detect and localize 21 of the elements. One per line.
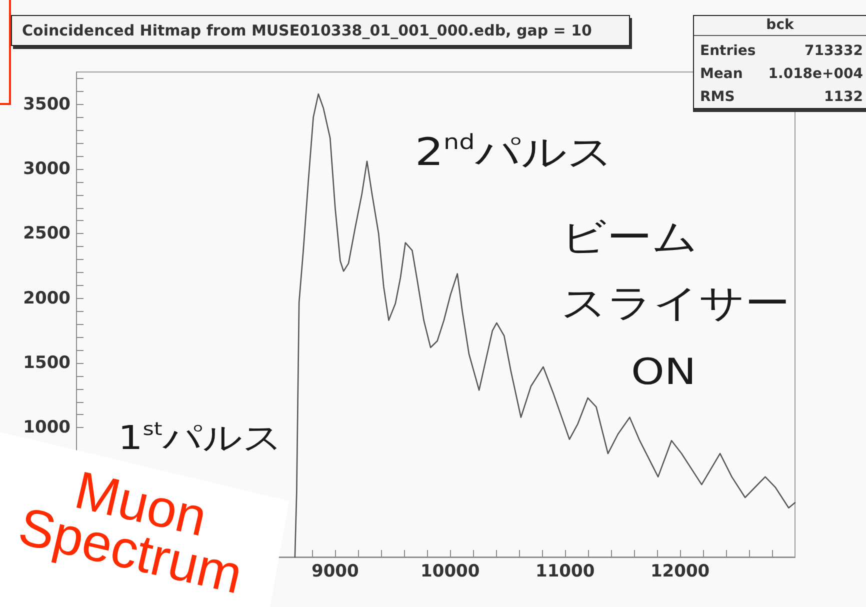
x-tick-label: 11000 — [536, 562, 595, 582]
annotation: Muon Spectrum — [13, 460, 249, 606]
y-tick-label: 2500 — [23, 224, 71, 244]
annotation: 2$^{nd}$パルス — [415, 130, 613, 174]
stats-panel: bck Entries 713332 Mean 1.018e+004 RMS 1132 — [693, 15, 866, 109]
chart-title: Coincidenced Hitmap from MUSE010338_01_001_000.edb, gap = 10 — [22, 22, 592, 40]
x-tick-label: 12000 — [650, 562, 710, 582]
annotation: 1.018e+004 — [768, 65, 863, 84]
y-tick-label: 3000 — [23, 159, 71, 179]
annotation: ビーム — [561, 215, 698, 259]
annotation: 1$^{st}$パルス — [118, 418, 283, 457]
y-tick-label: 3500 — [23, 94, 71, 114]
annotation: ON — [631, 352, 696, 393]
annotation: Mean — [700, 65, 743, 84]
x-tick-label: 9000 — [311, 562, 359, 582]
y-tick-label: 2000 — [23, 288, 71, 308]
annotation: RMS — [700, 88, 735, 107]
y-tick-label: 1000 — [23, 418, 71, 438]
annotation: スライサー — [561, 281, 790, 325]
x-tick-label: 10000 — [420, 562, 480, 582]
y-tick-label: 1500 — [23, 353, 71, 373]
